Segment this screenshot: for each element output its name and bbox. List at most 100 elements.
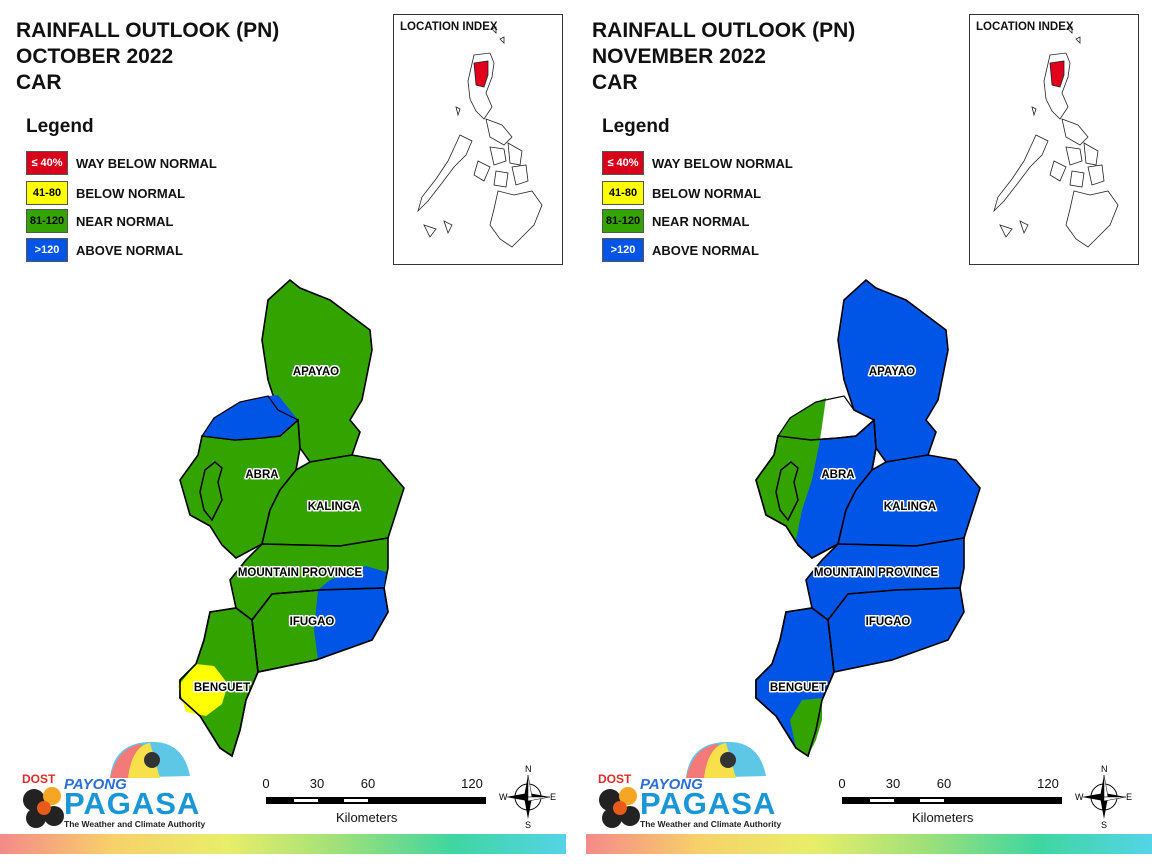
map-title: RAINFALL OUTLOOK (PN) OCTOBER 2022 CAR bbox=[16, 18, 279, 96]
color-bar-left bbox=[0, 834, 566, 854]
legend-swatch: 81-120 bbox=[602, 209, 644, 233]
legend-label: ABOVE NORMAL bbox=[652, 242, 759, 258]
logo-dost: DOST bbox=[598, 772, 632, 786]
car-region-highlight bbox=[473, 60, 489, 88]
legend-title: Legend bbox=[602, 116, 670, 137]
logo-pagasa: PAGASA bbox=[64, 786, 201, 821]
north-arrow-compass: N E S W bbox=[498, 764, 558, 830]
label-benguet: BENGUET bbox=[770, 682, 826, 694]
scale-bar: 0 30 60 120 Kilometers bbox=[256, 776, 496, 826]
legend-label: WAY BELOW NORMAL bbox=[76, 155, 217, 171]
compass-rose-icon bbox=[506, 774, 551, 819]
benguet-near-normal-zone bbox=[790, 698, 822, 756]
north-arrow-compass: N E S W bbox=[1074, 764, 1134, 830]
scale-label-60: 60 bbox=[936, 776, 952, 791]
ifugao-above-normal-zone bbox=[314, 588, 388, 660]
abra-near-normal-zone bbox=[756, 398, 826, 540]
province-ifugao bbox=[827, 587, 965, 673]
scale-label-30: 30 bbox=[885, 776, 901, 791]
title-month: OCTOBER 2022 bbox=[16, 45, 174, 68]
logo-tagline: The Weather and Climate Authority bbox=[640, 819, 782, 829]
scale-label-30: 30 bbox=[309, 776, 325, 791]
car-region-highlight bbox=[1049, 60, 1065, 88]
title-region: CAR bbox=[592, 71, 638, 94]
abra-north-blue bbox=[200, 395, 300, 441]
color-bar-gap bbox=[566, 834, 586, 854]
label-benguet: BENGUET bbox=[194, 682, 250, 694]
location-index-title: LOCATION INDEX bbox=[400, 21, 498, 33]
legend-label: ABOVE NORMAL bbox=[76, 242, 183, 258]
benguet-below-normal-zone bbox=[178, 664, 228, 716]
compass-e: E bbox=[550, 792, 557, 802]
title-month: NOVEMBER 2022 bbox=[592, 45, 766, 68]
legend-title: Legend bbox=[26, 116, 94, 137]
map-title: RAINFALL OUTLOOK (PN) NOVEMBER 2022 CAR bbox=[592, 18, 855, 96]
legend-swatch: 41-80 bbox=[602, 181, 644, 205]
label-kalinga: KALINGA bbox=[884, 501, 936, 513]
umbrella-logo-icon bbox=[23, 741, 190, 828]
province-apayao bbox=[837, 278, 949, 463]
label-apayao: APAYAO bbox=[869, 366, 915, 378]
legend-label: WAY BELOW NORMAL bbox=[652, 155, 793, 171]
compass-e: E bbox=[1126, 792, 1133, 802]
legend-swatch: ≤ 40% bbox=[602, 151, 644, 175]
legend-swatch: 41-80 bbox=[26, 181, 68, 205]
logo-payong: PAYONG bbox=[64, 776, 127, 793]
label-ifugao: IFUGAO bbox=[866, 616, 911, 628]
scale-label-60: 60 bbox=[360, 776, 376, 791]
logo-pagasa: PAGASA bbox=[640, 786, 777, 821]
location-index-title: LOCATION INDEX bbox=[976, 21, 1074, 33]
scale-bar-graphic bbox=[842, 797, 1062, 804]
legend-item-near-normal: 81-120 NEAR NORMAL bbox=[602, 208, 750, 234]
scale-unit: Kilometers bbox=[912, 810, 974, 825]
legend-item-above-normal: >120 ABOVE NORMAL bbox=[602, 237, 759, 263]
compass-rose-icon bbox=[1082, 774, 1127, 819]
logo-dost: DOST bbox=[22, 772, 56, 786]
compass-n: N bbox=[525, 764, 532, 774]
label-apayao: APAYAO bbox=[293, 366, 339, 378]
label-abra: ABRA bbox=[245, 469, 278, 481]
label-mountain-province: MOUNTAIN PROVINCE bbox=[238, 567, 363, 579]
scale-label-120: 120 bbox=[1037, 776, 1059, 791]
legend-item-below-normal: 41-80 BELOW NORMAL bbox=[602, 180, 761, 206]
panel-november: RAINFALL OUTLOOK (PN) NOVEMBER 2022 CAR … bbox=[576, 0, 1152, 864]
car-rainfall-map: APAYAO ABRA KALINGA MOUNTAIN PROVINCE IF… bbox=[178, 278, 405, 758]
compass-s: S bbox=[525, 820, 532, 830]
compass-w: W bbox=[1075, 792, 1084, 802]
location-index-inset: LOCATION INDEX bbox=[969, 14, 1139, 265]
scale-unit: Kilometers bbox=[336, 810, 398, 825]
scale-label-0: 0 bbox=[838, 776, 846, 791]
label-ifugao: IFUGAO bbox=[290, 616, 335, 628]
logo-payong: PAYONG bbox=[640, 776, 703, 793]
label-kalinga: KALINGA bbox=[308, 501, 360, 513]
umbrella-logo-icon bbox=[599, 741, 766, 828]
payong-pagasa-logo: DOST PAYONG PAGASA The Weather and Clima… bbox=[590, 740, 782, 832]
compass-w: W bbox=[499, 792, 508, 802]
legend-swatch: >120 bbox=[602, 238, 644, 262]
legend-item-below-normal: 41-80 BELOW NORMAL bbox=[26, 180, 185, 206]
scale-label-0: 0 bbox=[262, 776, 270, 791]
legend-swatch: 81-120 bbox=[26, 209, 68, 233]
car-rainfall-map: APAYAO ABRA KALINGA MOUNTAIN PROVINCE IF… bbox=[755, 278, 981, 758]
legend-swatch: >120 bbox=[26, 238, 68, 262]
scale-bar: 0 30 60 120 Kilometers bbox=[832, 776, 1072, 826]
legend-label: NEAR NORMAL bbox=[652, 213, 750, 229]
scale-bar-graphic bbox=[266, 797, 486, 804]
title-line-1: RAINFALL OUTLOOK (PN) bbox=[16, 19, 280, 42]
logo-tagline: The Weather and Climate Authority bbox=[64, 819, 206, 829]
color-bar-right bbox=[586, 834, 1152, 854]
payong-pagasa-logo: DOST PAYONG PAGASA The Weather and Clima… bbox=[14, 740, 206, 832]
legend-label: BELOW NORMAL bbox=[76, 185, 186, 201]
bottom-color-bar bbox=[0, 834, 1152, 854]
philippines-outline-map bbox=[993, 26, 1119, 248]
philippines-outline-map bbox=[417, 26, 543, 248]
label-mountain-province: MOUNTAIN PROVINCE bbox=[814, 567, 939, 579]
legend-swatch: ≤ 40% bbox=[26, 151, 68, 175]
legend-item-way-below-normal: ≤ 40% WAY BELOW NORMAL bbox=[26, 150, 217, 176]
compass-s: S bbox=[1101, 820, 1108, 830]
panel-october: RAINFALL OUTLOOK (PN) OCTOBER 2022 CAR L… bbox=[14, 14, 563, 832]
scale-label-120: 120 bbox=[461, 776, 483, 791]
legend-label: BELOW NORMAL bbox=[652, 185, 762, 201]
legend-item-above-normal: >120 ABOVE NORMAL bbox=[26, 237, 183, 263]
legend-item-way-below-normal: ≤ 40% WAY BELOW NORMAL bbox=[602, 150, 793, 176]
